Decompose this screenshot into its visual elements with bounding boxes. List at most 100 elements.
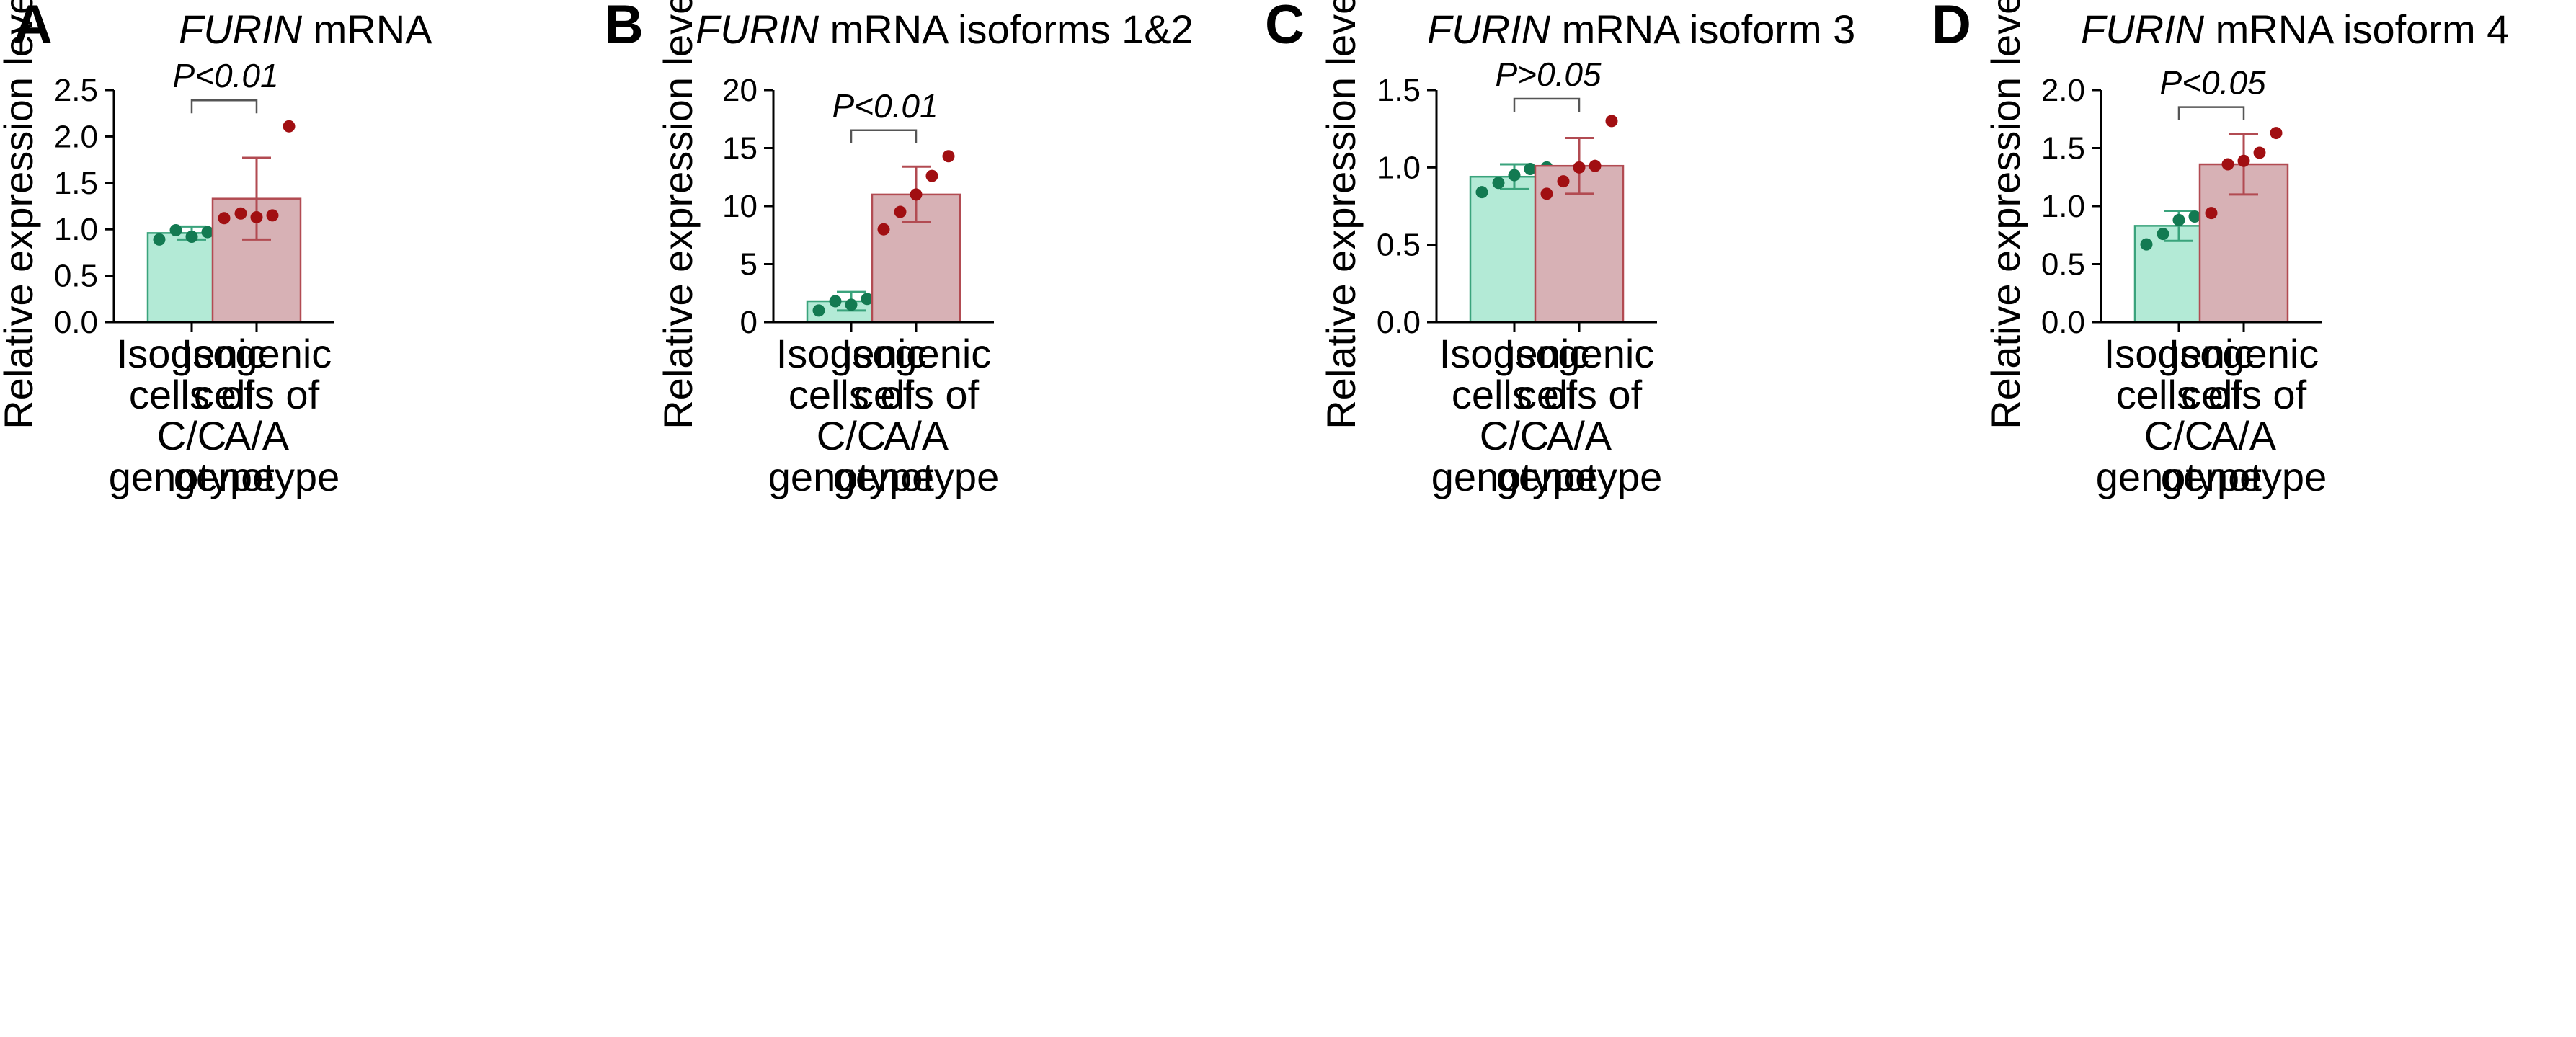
x-category-label: cells of — [853, 372, 980, 417]
data-point — [169, 223, 182, 236]
y-tick-label: 0.5 — [2041, 247, 2085, 282]
title-rest: mRNA isoform 3 — [1550, 6, 1855, 52]
data-point — [812, 304, 825, 317]
y-tick-label: 1.0 — [54, 212, 98, 247]
significance-bracket — [190, 99, 258, 114]
y-tick-label: 20 — [722, 73, 758, 108]
x-category-label: cells of — [2116, 372, 2242, 417]
panel-letter: B — [604, 0, 644, 55]
data-point — [1573, 161, 1586, 174]
y-axis-label: Relative expression level — [1318, 0, 1364, 430]
x-category-label: Isogenic — [1504, 331, 1655, 376]
data-point — [1589, 159, 1602, 172]
x-category-label: cells of — [2181, 372, 2307, 417]
data-point — [1492, 177, 1505, 190]
data-point — [1557, 175, 1570, 188]
data-point — [829, 295, 842, 308]
significance-label: P>0.05 — [1495, 55, 1601, 93]
data-point — [910, 188, 923, 201]
title-gene-name: FURIN — [1427, 6, 1551, 52]
x-category-label: A/A — [2211, 413, 2277, 458]
x-category-label: cells of — [194, 372, 320, 417]
y-tick-label: 1.5 — [54, 166, 98, 201]
y-tick-label: 15 — [722, 131, 758, 166]
panel-letter: C — [1265, 0, 1305, 55]
x-category-label: C/C — [157, 413, 226, 458]
x-category-label: genotype — [1496, 454, 1662, 499]
x-category-label: genotype — [2096, 454, 2262, 499]
x-category-label: genotype — [109, 454, 275, 499]
x-category-label: genotype — [768, 454, 934, 499]
y-tick-label: 0.0 — [1377, 305, 1421, 340]
y-tick-label: 5 — [740, 247, 758, 282]
title-gene-name: FURIN — [696, 6, 820, 52]
data-point — [2270, 127, 2283, 140]
data-point — [266, 209, 279, 222]
x-category-label: A/A — [224, 413, 290, 458]
x-category-label: Isogenic — [2169, 331, 2319, 376]
significance-bracket — [850, 129, 918, 143]
chart-title: FURIN mRNA — [179, 6, 432, 52]
significance-label: P<0.01 — [832, 87, 938, 125]
significance-bracket — [2177, 106, 2245, 120]
x-category-label: cells of — [789, 372, 915, 417]
data-point — [185, 231, 198, 244]
y-axis-label: Relative expression level — [0, 0, 41, 430]
y-axis-label: Relative expression level — [1983, 0, 2028, 430]
title-rest: mRNA isoform 4 — [2204, 6, 2509, 52]
data-point — [153, 233, 166, 246]
x-category-label: genotype — [1431, 454, 1597, 499]
title-rest: mRNA isoforms 1&2 — [819, 6, 1194, 52]
data-point — [925, 169, 938, 182]
data-point — [845, 298, 858, 311]
x-category-label: genotype — [174, 454, 339, 499]
significance-label: P<0.01 — [172, 57, 278, 94]
x-category-label: C/C — [817, 413, 886, 458]
data-point — [2157, 228, 2169, 241]
data-point — [1524, 162, 1537, 175]
title-gene-name: FURIN — [2081, 6, 2205, 52]
data-point — [2205, 207, 2218, 220]
data-point — [250, 210, 263, 223]
panel-letter: D — [1932, 0, 1971, 55]
x-category-label: Isogenic — [182, 331, 332, 376]
y-tick-label: 2.0 — [54, 119, 98, 154]
data-point — [2188, 210, 2201, 223]
y-tick-label: 2.5 — [54, 73, 98, 108]
x-category-label: Isogenic — [117, 331, 267, 376]
title-rest: mRNA — [302, 6, 432, 52]
x-category-label: cells of — [129, 372, 255, 417]
x-category-label: cells of — [1516, 372, 1643, 417]
data-point — [1508, 169, 1521, 182]
y-tick-label: 0 — [740, 305, 758, 340]
data-point — [894, 205, 907, 218]
data-point — [2221, 158, 2234, 171]
title-gene-name: FURIN — [179, 6, 303, 52]
x-category-label: C/C — [1480, 413, 1549, 458]
y-axis-label: Relative expression level — [655, 0, 701, 430]
data-point — [2172, 213, 2185, 226]
y-tick-label: 1.5 — [2041, 131, 2085, 166]
x-category-label: Isogenic — [841, 331, 992, 376]
y-tick-label: 1.0 — [1377, 150, 1421, 185]
panel-a: A FURIN mRNA Relative expression level 0.0 0… — [0, 0, 432, 499]
x-category-label: A/A — [1547, 413, 1612, 458]
panel-letter: A — [13, 0, 53, 55]
x-category-label: genotype — [2161, 454, 2327, 499]
y-tick-label: 10 — [722, 189, 758, 224]
data-point — [942, 150, 955, 163]
y-tick-label: 0.5 — [1377, 228, 1421, 263]
x-category-label: cells of — [1452, 372, 1578, 417]
data-point — [877, 223, 890, 236]
data-point — [1605, 115, 1618, 128]
y-tick-label: 1.0 — [2041, 189, 2085, 224]
data-point — [2140, 238, 2153, 251]
y-tick-label: 0.5 — [54, 259, 98, 294]
chart-title: FURIN mRNA isoforms 1&2 — [696, 6, 1194, 52]
data-point — [2237, 154, 2250, 167]
chart-title: FURIN mRNA isoform 4 — [2081, 6, 2509, 52]
data-point — [1540, 187, 1553, 200]
y-tick-label: 2.0 — [2041, 73, 2085, 108]
